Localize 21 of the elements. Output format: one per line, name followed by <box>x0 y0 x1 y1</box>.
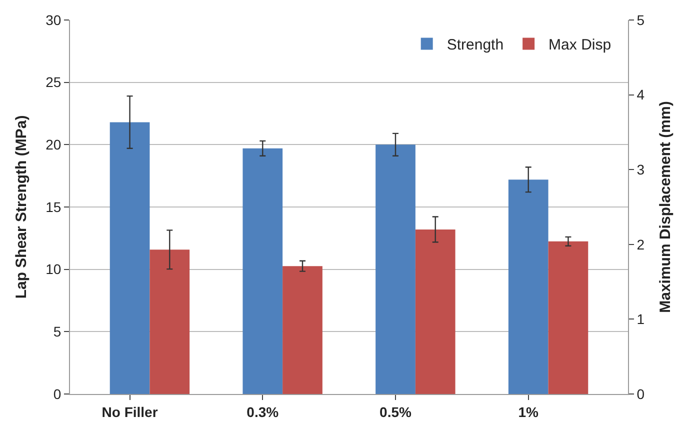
x-tick-label: 0.5% <box>380 404 412 420</box>
x-tick-label: 0.3% <box>246 404 280 420</box>
y2-tick-label: 1 <box>636 311 645 328</box>
y2-tick-label: 5 <box>636 12 645 28</box>
y-tick-label: 15 <box>46 198 62 215</box>
y-tick-label: 30 <box>46 12 62 28</box>
y-tick-label: 20 <box>46 136 62 153</box>
y2-tick-label: 3 <box>636 162 645 178</box>
y-tick-label: 0 <box>53 386 62 402</box>
legend-label: Strength <box>446 36 504 54</box>
y2-tick-label: 0 <box>636 386 645 402</box>
y2-axis-title: Maximum Displacement (mm) <box>656 101 674 313</box>
y-tick-label: 10 <box>46 261 62 278</box>
y-tick-label: 25 <box>46 74 62 90</box>
y-axis-title: Lap Shear Strength (MPa) <box>12 115 30 299</box>
x-tick-label: 1% <box>518 404 540 420</box>
y2-tick-label: 2 <box>636 236 645 252</box>
y-tick-label: 5 <box>53 324 62 340</box>
x-tick-label: No Filler <box>102 404 158 420</box>
legend-label: Max Disp <box>548 36 612 54</box>
y2-tick-label: 4 <box>636 86 645 103</box>
